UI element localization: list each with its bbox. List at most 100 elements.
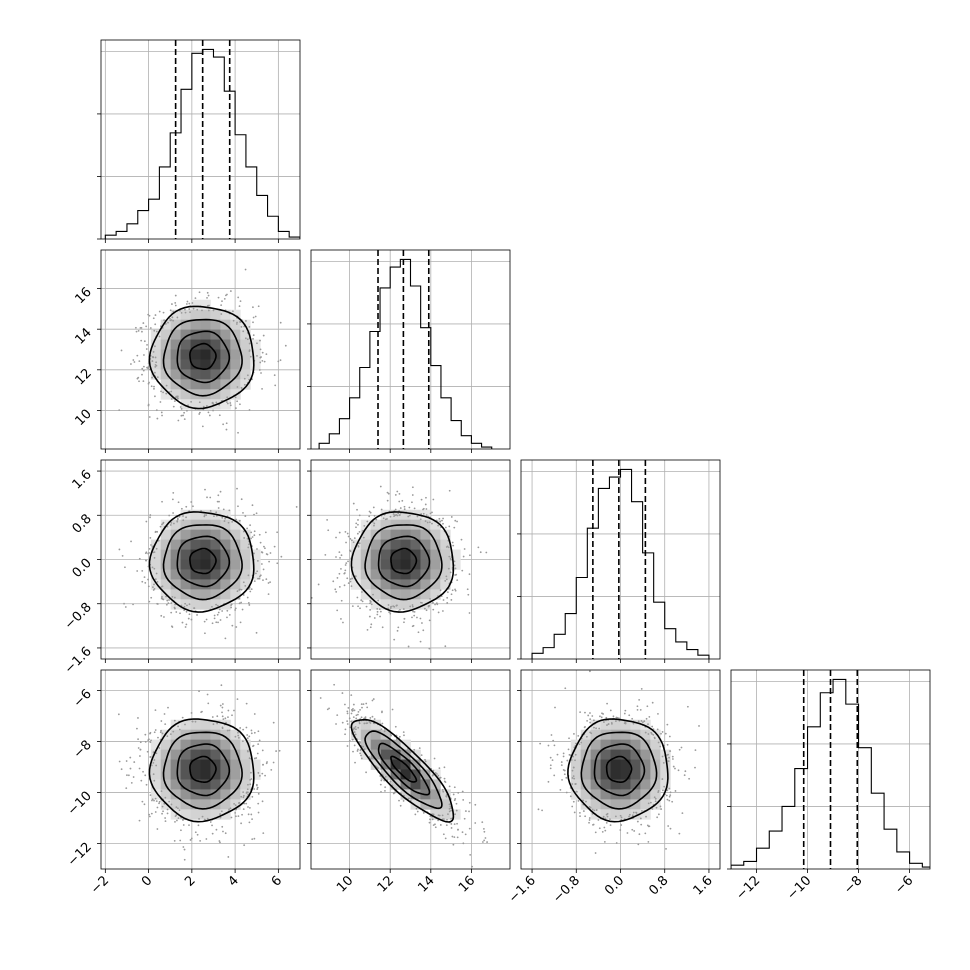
density-cell xyxy=(410,769,421,780)
density-cell xyxy=(370,739,382,750)
sample-point xyxy=(157,736,159,739)
sample-point xyxy=(228,509,231,512)
sample-point xyxy=(226,396,229,399)
sample-point xyxy=(333,683,336,686)
sample-point xyxy=(239,621,242,624)
density-cell xyxy=(630,759,641,770)
sample-point xyxy=(219,619,222,621)
density-cell xyxy=(400,509,411,521)
sample-point xyxy=(411,616,413,619)
sample-point xyxy=(600,716,603,719)
sample-point xyxy=(246,338,249,341)
sample-point xyxy=(157,539,160,542)
sample-point xyxy=(450,516,453,518)
sample-point xyxy=(154,578,157,581)
sample-point xyxy=(425,609,428,612)
density-cell xyxy=(210,739,221,750)
sample-point xyxy=(580,741,583,744)
sample-point xyxy=(132,603,134,606)
density-cell xyxy=(440,559,451,570)
sample-point xyxy=(356,750,359,752)
sample-point xyxy=(242,530,245,533)
sample-point xyxy=(386,491,389,494)
sample-point xyxy=(572,775,575,778)
density-cell xyxy=(360,589,372,600)
density-cell xyxy=(230,539,241,550)
density-cell xyxy=(220,529,231,540)
sample-point xyxy=(247,813,250,816)
sample-point xyxy=(390,734,393,737)
density-cell xyxy=(570,739,582,750)
density-cell xyxy=(180,769,191,780)
sample-point xyxy=(261,387,263,390)
sample-point xyxy=(344,564,347,566)
density-cell xyxy=(190,589,201,600)
sample-point xyxy=(444,781,447,784)
density-cell xyxy=(580,789,592,800)
sample-point xyxy=(150,544,152,546)
sample-point xyxy=(456,579,459,582)
sample-point xyxy=(257,305,260,308)
sample-point xyxy=(688,777,691,780)
sample-point xyxy=(431,818,434,821)
sample-point xyxy=(394,494,397,496)
sample-point xyxy=(174,820,176,823)
sample-point xyxy=(408,506,411,509)
density-cell xyxy=(190,549,201,560)
sample-point xyxy=(666,789,669,792)
sample-point xyxy=(373,522,376,525)
sample-point xyxy=(140,779,143,782)
sample-point xyxy=(363,524,366,527)
density-cell xyxy=(410,799,421,810)
density-cell xyxy=(170,389,181,400)
sample-point xyxy=(276,562,279,565)
sample-point xyxy=(167,706,169,709)
sample-point xyxy=(456,520,458,523)
sample-point xyxy=(578,743,581,746)
sample-point xyxy=(222,718,225,721)
density-cell xyxy=(380,559,391,570)
sample-point xyxy=(601,712,603,715)
density-cell xyxy=(230,759,241,770)
sample-point xyxy=(244,585,247,587)
sample-point xyxy=(188,613,191,616)
density-cell xyxy=(390,559,401,570)
density-cell xyxy=(380,539,391,550)
density-cell xyxy=(360,579,372,590)
sample-point xyxy=(694,749,697,752)
sample-point xyxy=(182,846,185,848)
sample-point xyxy=(669,827,672,830)
sample-point xyxy=(381,710,383,713)
sample-point xyxy=(161,598,164,600)
sample-point xyxy=(153,779,156,782)
sample-point xyxy=(460,538,463,541)
sample-point xyxy=(420,513,423,515)
sample-point xyxy=(609,818,611,821)
y-tick-label: −0.8 xyxy=(62,600,95,633)
density-cell xyxy=(420,519,431,531)
contour-line xyxy=(390,547,418,575)
sample-point xyxy=(635,811,637,814)
sample-point xyxy=(253,837,256,840)
sample-point xyxy=(222,508,225,511)
sample-point xyxy=(169,317,171,320)
sample-point xyxy=(586,719,589,722)
sample-point xyxy=(402,608,405,610)
density-cell xyxy=(150,559,162,570)
sample-point xyxy=(666,798,669,801)
density-cell xyxy=(240,779,251,790)
density-cell xyxy=(200,799,211,810)
sample-point xyxy=(626,832,629,834)
sample-point xyxy=(448,489,451,492)
sample-point xyxy=(453,836,456,839)
sample-point xyxy=(355,714,358,717)
density-cell xyxy=(210,749,221,760)
sample-point xyxy=(375,518,378,521)
sample-point xyxy=(572,800,575,803)
density-cell xyxy=(150,539,162,550)
density-cell xyxy=(430,779,441,790)
sample-point xyxy=(162,462,164,464)
sample-point xyxy=(262,579,264,582)
density-cell xyxy=(380,599,391,610)
density-cell xyxy=(170,359,181,370)
